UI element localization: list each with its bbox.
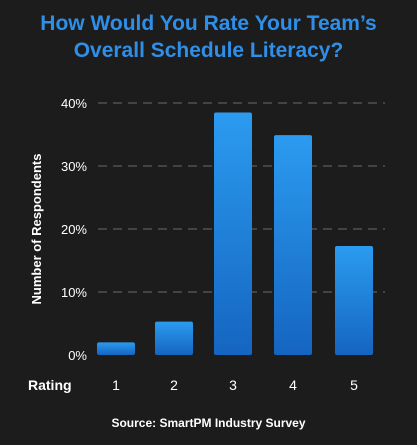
x-tick-label: 4 (289, 377, 297, 393)
bar-rating-3 (214, 112, 252, 355)
x-tick-label: 3 (229, 377, 237, 393)
x-tick-label: 1 (112, 377, 120, 393)
x-axis-label: Rating (28, 377, 72, 393)
x-axis-ticks: 1 2 3 4 5 (112, 377, 358, 393)
chart-title-line-1: How Would You Rate Your Team’s (40, 12, 377, 35)
y-tick-label: 10% (61, 285, 87, 300)
chart-title: How Would You Rate Your Team’s Overall S… (0, 10, 417, 64)
bar-rating-2 (155, 321, 193, 355)
y-tick-label: 20% (61, 222, 87, 237)
bar-rating-5 (335, 246, 373, 355)
chart-title-line-2: Overall Schedule Literacy? (73, 39, 344, 62)
y-tick-label: 30% (61, 159, 87, 174)
x-tick-label: 5 (350, 377, 358, 393)
bar-rating-4 (274, 135, 312, 355)
y-axis-label: Number of Respondents (29, 154, 44, 305)
bars (97, 112, 373, 355)
x-tick-label: 2 (170, 377, 178, 393)
bar-rating-1 (97, 342, 135, 355)
y-axis-ticks: 0% 10% 20% 30% 40% (61, 96, 87, 363)
source-note: Source: SmartPM Industry Survey (111, 416, 306, 430)
y-tick-label: 40% (61, 96, 87, 111)
y-tick-label: 0% (68, 348, 87, 363)
